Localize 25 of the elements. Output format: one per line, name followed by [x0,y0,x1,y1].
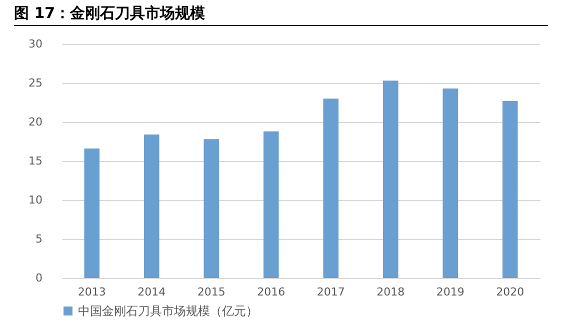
legend-label: 中国金刚石刀具市场规模（亿元） [78,304,258,318]
bar [263,131,279,278]
bar [502,100,518,278]
y-tick-label: 25 [28,76,42,90]
x-tick-label: 2018 [376,286,405,298]
x-tick-label: 2013 [78,286,106,298]
x-tick-label: 2016 [257,286,286,298]
y-tick-label: 30 [28,38,42,50]
x-tick-label: 2019 [436,286,464,298]
bar [204,139,220,278]
y-tick-label: 0 [36,272,42,284]
y-tick-label: 10 [28,194,42,206]
bar [382,80,398,278]
y-tick-label: 15 [28,154,42,168]
x-tick-label: 2017 [316,286,345,298]
bar [84,148,100,278]
bar [442,88,458,278]
y-tick-label: 20 [28,116,42,128]
bar [144,134,160,278]
x-tick-label: 2014 [138,286,166,298]
x-tick-label: 2020 [496,286,524,298]
bar [323,98,339,278]
y-tick-label: 5 [36,232,42,246]
x-tick-label: 2015 [197,286,226,298]
chart-title: 图 17：金刚石刀具市场规模 [14,4,548,26]
